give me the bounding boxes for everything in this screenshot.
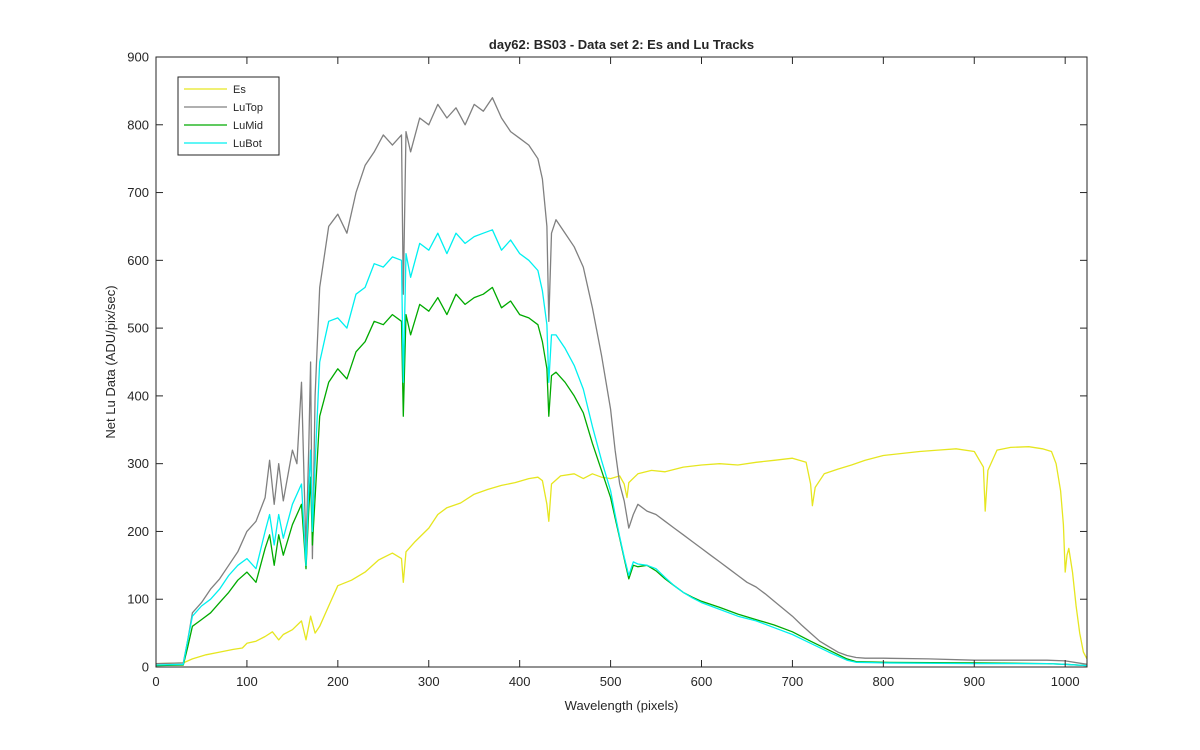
- y-tick-label: 500: [127, 321, 149, 336]
- y-tick-label: 900: [127, 50, 149, 65]
- x-tick-label: 800: [872, 674, 894, 689]
- x-tick-label: 200: [327, 674, 349, 689]
- legend-label-lutop: LuTop: [233, 102, 263, 114]
- series-line-es: [155, 446, 1088, 665]
- plot-area: [156, 57, 1087, 667]
- x-tick-label: 1000: [1051, 674, 1080, 689]
- legend-label-es: Es: [233, 84, 246, 96]
- legend: Es LuTop LuMid LuBot: [177, 76, 280, 156]
- legend-box: [177, 76, 280, 156]
- legend-label-lumid: LuMid: [233, 120, 263, 132]
- chart-title: day62: BS03 - Data set 2: Es and Lu Trac…: [489, 37, 754, 52]
- y-tick-label: 400: [127, 388, 149, 403]
- x-tick-label: 900: [963, 674, 985, 689]
- x-tick-label: 0: [152, 674, 159, 689]
- y-axis-label: Net Lu Data (ADU/pix/sec): [103, 285, 118, 438]
- x-tick-label: 100: [236, 674, 258, 689]
- series-line-lumid: [155, 286, 1088, 667]
- x-axis-label: Wavelength (pixels): [565, 698, 679, 713]
- y-tick-label: 300: [127, 456, 149, 471]
- x-tick-label: 600: [691, 674, 713, 689]
- x-tick-label: 500: [600, 674, 622, 689]
- x-tick-label: 400: [509, 674, 531, 689]
- plot-frame: [155, 56, 1088, 668]
- y-tick-label: 200: [127, 524, 149, 539]
- y-tick-label: 600: [127, 253, 149, 268]
- series-line-lutop: [155, 97, 1088, 665]
- series-line-lubot: [155, 229, 1088, 667]
- y-tick-label: 800: [127, 117, 149, 132]
- legend-label-lubot: LuBot: [233, 138, 262, 150]
- y-tick-label: 100: [127, 592, 149, 607]
- y-tick-label: 0: [142, 660, 149, 675]
- ticks-layer: 0 100 200 300 400 500 600 700 800 900 1000 0 100 200 3…: [127, 50, 1087, 689]
- series-layer: [155, 97, 1088, 667]
- y-tick-label: 700: [127, 185, 149, 200]
- x-tick-label: 700: [782, 674, 804, 689]
- x-tick-label: 300: [418, 674, 440, 689]
